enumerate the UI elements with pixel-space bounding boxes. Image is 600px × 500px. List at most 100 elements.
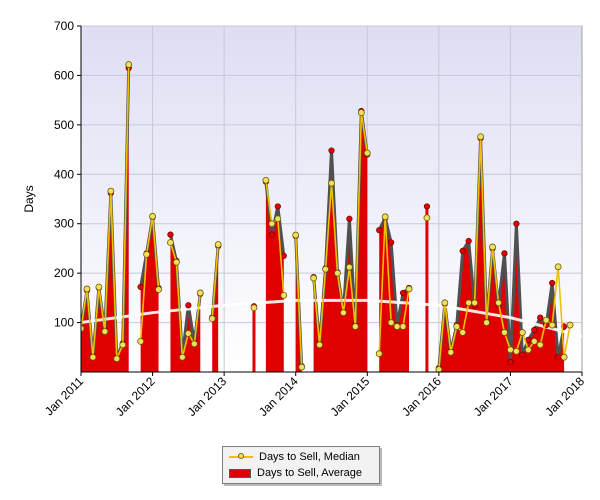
axes xyxy=(77,25,583,376)
median-point xyxy=(405,285,413,293)
median-point xyxy=(447,348,455,356)
median-point xyxy=(435,366,443,372)
median-point xyxy=(83,285,91,293)
median-point xyxy=(268,220,276,228)
y-tick-label: 400 xyxy=(54,167,74,181)
median-point xyxy=(530,337,538,345)
median-point xyxy=(441,299,449,307)
median-point xyxy=(107,187,115,195)
median-point xyxy=(173,258,180,266)
median-point xyxy=(459,329,467,336)
median-line-segment xyxy=(378,215,410,354)
median-point xyxy=(363,149,371,157)
median-point xyxy=(178,353,186,361)
median-point xyxy=(208,315,216,323)
x-tick-label: Jan 2013 xyxy=(184,374,229,419)
median-point xyxy=(512,347,520,355)
x-tick-label: Jan 2014 xyxy=(256,374,301,419)
median-markers xyxy=(81,61,574,372)
average-point xyxy=(519,351,526,358)
average-point xyxy=(531,326,538,334)
legend-average-label: Days to Sell, Average xyxy=(257,467,362,479)
average-point xyxy=(346,215,353,222)
y-tick-labels: 100 200 300 400 500 600 700 xyxy=(54,19,74,330)
median-point xyxy=(298,363,306,371)
legend-median-swatch xyxy=(229,453,253,459)
median-point xyxy=(190,340,198,348)
median-point xyxy=(471,299,479,307)
median-point xyxy=(351,323,359,330)
median-point xyxy=(489,243,496,251)
median-point xyxy=(89,353,97,361)
y-tick-label: 600 xyxy=(54,68,74,82)
median-point xyxy=(453,323,461,330)
legend-median-label: Days to Sell, Median xyxy=(259,451,360,463)
median-point xyxy=(483,319,490,326)
x-tick-label: Jan 2012 xyxy=(113,374,158,419)
x-tick-label: Jan 2017 xyxy=(471,374,516,419)
median-point xyxy=(149,212,156,220)
median-point xyxy=(125,61,133,68)
median-point xyxy=(143,250,151,258)
median-point xyxy=(167,239,174,246)
average-area-segment xyxy=(425,206,429,372)
y-tick-label: 300 xyxy=(54,217,74,231)
median-point xyxy=(399,323,407,330)
y-tick-label: 100 xyxy=(54,316,74,330)
median-point xyxy=(274,215,282,223)
average-point xyxy=(376,227,383,234)
median-point xyxy=(292,231,300,239)
average-area-segment xyxy=(140,217,159,372)
average-point xyxy=(507,359,514,366)
trendline-series xyxy=(81,298,582,338)
median-line-segment xyxy=(169,242,202,358)
median-point xyxy=(81,325,85,332)
median-point xyxy=(560,353,568,361)
median-point xyxy=(387,319,395,326)
average-area-segment xyxy=(438,138,565,372)
median-point xyxy=(501,329,508,336)
median-point xyxy=(345,263,353,271)
median-point xyxy=(184,330,192,337)
median-point xyxy=(393,323,401,330)
average-point xyxy=(537,314,544,321)
average-point xyxy=(549,279,556,287)
median-point xyxy=(381,213,389,221)
median-point xyxy=(423,214,431,222)
x-tick-label: Jan 2016 xyxy=(399,374,444,419)
legend: Days to Sell, Median Days to Sell, Avera… xyxy=(222,446,380,484)
median-point xyxy=(95,283,103,291)
x-tick-labels: Jan 2011 Jan 2012 Jan 2013 Jan 2014 Jan 2015… xyxy=(42,374,587,419)
y-tick-label: 500 xyxy=(54,118,74,132)
average-point xyxy=(399,289,407,297)
legend-average-swatch xyxy=(229,468,251,478)
average-point xyxy=(555,354,562,361)
average-point xyxy=(268,231,275,238)
median-line-segment xyxy=(312,111,369,346)
median-point xyxy=(554,263,562,271)
average-point xyxy=(185,302,192,309)
median-line-segment xyxy=(265,180,285,296)
median-point xyxy=(375,350,383,358)
median-point xyxy=(548,321,556,329)
median-point xyxy=(155,286,162,293)
median-point xyxy=(113,355,121,363)
median-point xyxy=(465,299,473,307)
average-point xyxy=(328,147,335,154)
x-tick-label: Jan 2018 xyxy=(542,374,587,419)
median-line-segment xyxy=(294,235,303,368)
average-point xyxy=(459,247,466,254)
median-point xyxy=(119,341,127,349)
average-point xyxy=(513,220,520,227)
median-point xyxy=(137,337,145,345)
median-point xyxy=(340,309,347,317)
median-point xyxy=(477,133,485,141)
y-tick-label: 200 xyxy=(54,266,74,280)
legend-item-average: Days to Sell, Average xyxy=(229,465,362,481)
median-point xyxy=(536,341,544,349)
median-point xyxy=(334,269,341,277)
median-point xyxy=(280,291,288,299)
average-point xyxy=(465,237,472,245)
median-point xyxy=(196,289,204,297)
